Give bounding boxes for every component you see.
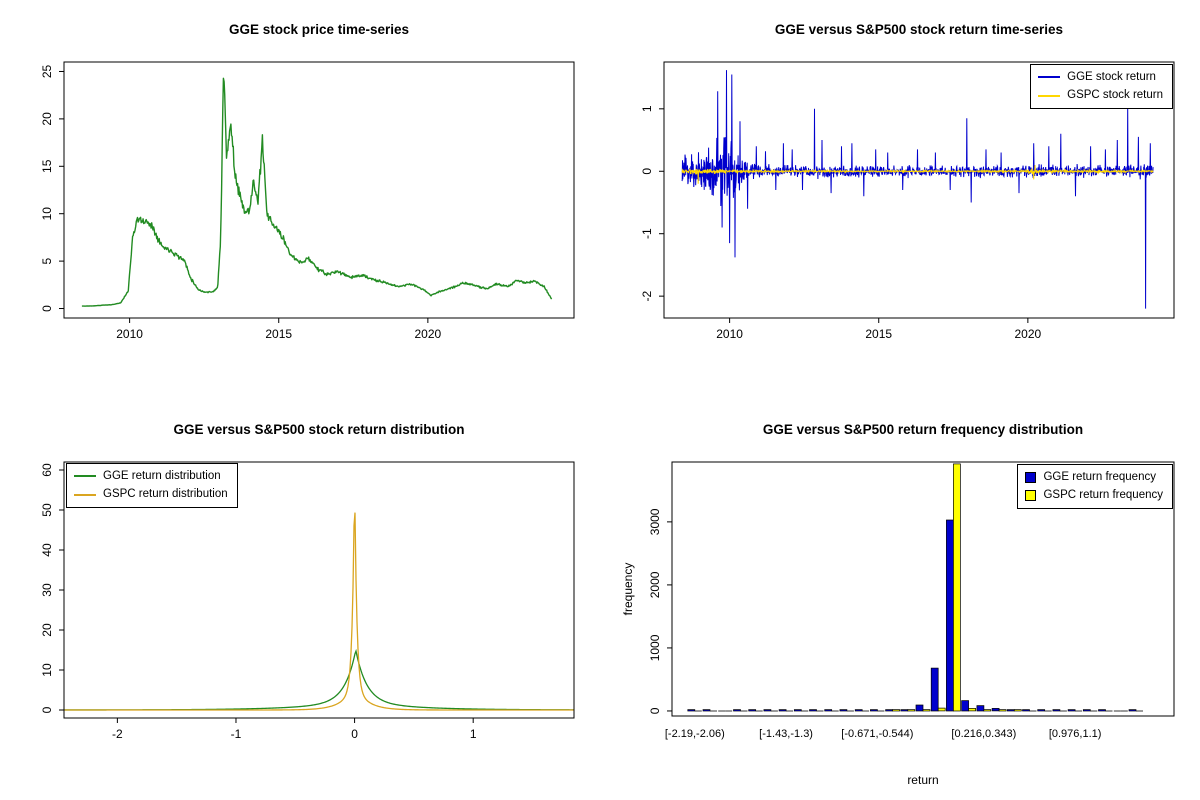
svg-text:30: 30: [40, 583, 54, 597]
svg-text:[0.976,1.1): [0.976,1.1): [1049, 728, 1102, 740]
svg-text:0: 0: [40, 305, 54, 312]
svg-text:[-1.43,-1.3): [-1.43,-1.3): [759, 728, 813, 740]
svg-text:50: 50: [40, 503, 54, 517]
distribution-legend: GGE return distribution GSPC return dist…: [66, 463, 238, 508]
svg-text:2020: 2020: [1015, 327, 1042, 341]
distribution-chart-title: GGE versus S&P500 stock return distribut…: [173, 422, 465, 437]
frequency-legend: GGE return frequency GSPC return frequen…: [1017, 464, 1173, 509]
svg-text:[0.216,0.343): [0.216,0.343): [951, 728, 1016, 740]
svg-text:[-0.671,-0.544): [-0.671,-0.544): [841, 728, 913, 740]
svg-text:2015: 2015: [265, 327, 292, 341]
return-frequency-plot: [-2.19,-2.06) [-1.43,-1.3) [-0.671,-0.544)…: [648, 461, 1175, 740]
svg-text:[-2.19,-2.06): [-2.19,-2.06): [665, 728, 725, 740]
svg-text:10: 10: [40, 207, 54, 221]
svg-text:0: 0: [648, 707, 662, 714]
panel-returns: GGE versus S&P500 stock return time-seri…: [600, 0, 1200, 400]
frequency-y-axis-label: frequency: [621, 562, 635, 616]
svg-text:60: 60: [40, 463, 54, 477]
svg-text:3000: 3000: [648, 508, 662, 535]
panel-gge-price: GGE stock price time-series 2010 2015 2020…: [0, 0, 600, 400]
returns-time-series-plot: 2010 2015 2020 -2 -1 0 1: [640, 61, 1175, 341]
price-time-series-plot: 2010 2015 2020 0 5 10 15 20 25: [40, 61, 575, 341]
panel-distribution: GGE versus S&P500 stock return distribut…: [0, 400, 600, 800]
legend-item-gspc-frequency: GSPC return frequency: [1025, 488, 1163, 502]
svg-text:-2: -2: [640, 290, 654, 301]
svg-text:-2: -2: [112, 727, 123, 741]
panel-frequency: GGE versus S&P500 return frequency distr…: [600, 400, 1200, 800]
svg-text:20: 20: [40, 623, 54, 637]
svg-text:2010: 2010: [116, 327, 143, 341]
returns-legend: GGE stock return GSPC stock return: [1030, 64, 1173, 109]
legend-label-gge-distribution: GGE return distribution: [103, 470, 221, 482]
returns-chart-title: GGE versus S&P500 stock return time-seri…: [774, 22, 1064, 37]
svg-text:10: 10: [40, 663, 54, 677]
svg-text:-1: -1: [640, 228, 654, 239]
svg-text:2020: 2020: [415, 327, 442, 341]
gge-return-line-swatch: [1038, 76, 1061, 79]
gspc-return-line-swatch: [1038, 94, 1061, 97]
legend-item-gge-frequency: GGE return frequency: [1025, 470, 1163, 484]
legend-item-gspc-return: GSPC stock return: [1038, 88, 1163, 102]
gge-frequency-box-swatch: [1025, 471, 1037, 483]
legend-item-gge-return: GGE stock return: [1038, 70, 1163, 84]
legend-label-gge-return: GGE stock return: [1067, 71, 1156, 83]
frequency-x-axis-label: return: [907, 773, 939, 787]
svg-text:1: 1: [640, 105, 654, 112]
svg-text:0: 0: [640, 168, 654, 175]
svg-text:2010: 2010: [716, 327, 743, 341]
svg-text:1000: 1000: [648, 634, 662, 661]
price-chart-title: GGE stock price time-series: [228, 22, 410, 37]
frequency-chart-title: GGE versus S&P500 return frequency distr…: [762, 422, 1084, 437]
legend-label-gspc-return: GSPC stock return: [1067, 89, 1163, 102]
svg-text:20: 20: [40, 112, 54, 126]
legend-item-gge-distribution: GGE return distribution: [74, 469, 228, 483]
legend-label-gge-frequency: GGE return frequency: [1043, 471, 1156, 483]
gspc-distribution-line-swatch: [74, 493, 96, 496]
svg-text:5: 5: [40, 257, 54, 264]
svg-text:25: 25: [40, 64, 54, 78]
svg-text:15: 15: [40, 159, 54, 173]
svg-text:2015: 2015: [865, 327, 892, 341]
svg-text:-1: -1: [231, 727, 242, 741]
svg-text:2000: 2000: [648, 571, 662, 598]
gspc-frequency-box-swatch: [1025, 490, 1037, 502]
legend-label-gspc-frequency: GSPC return frequency: [1043, 489, 1163, 502]
svg-text:1: 1: [470, 727, 477, 741]
legend-label-gspc-distribution: GSPC return distribution: [103, 488, 228, 501]
gge-distribution-line-swatch: [74, 475, 96, 478]
svg-text:0: 0: [351, 727, 358, 741]
legend-item-gspc-distribution: GSPC return distribution: [74, 487, 228, 501]
svg-text:40: 40: [40, 543, 54, 557]
svg-text:0: 0: [40, 706, 54, 713]
